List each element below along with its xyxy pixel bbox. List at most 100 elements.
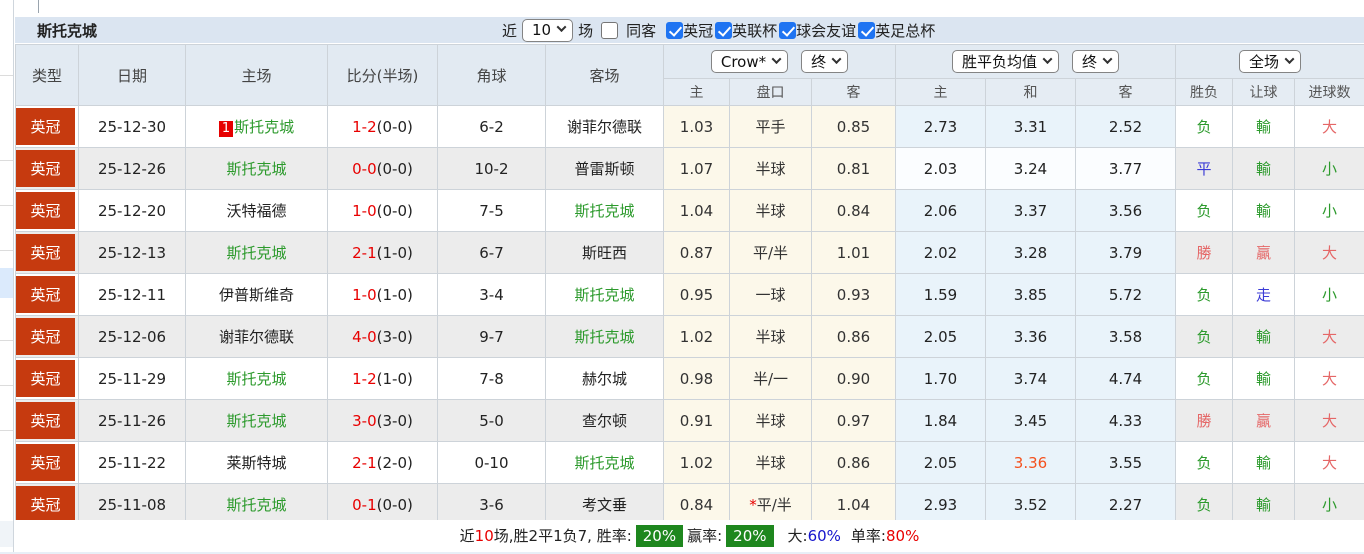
cell-handicap: 平/半 [729,231,812,274]
cell-score: 1-2(0-0) [327,105,438,148]
cell-avg-draw-odds: 3.24 [985,147,1076,190]
fulltime-score: 2-1 [352,453,377,472]
cell-date: 25-12-06 [78,315,186,358]
cell-type: 英冠 [15,273,79,316]
cell-crow-away-odds: 0.86 [811,441,896,484]
home-team-name: 斯托克城 [226,160,287,178]
handicap-text: 半球 [755,160,786,178]
away-team-name: 斯旺西 [581,244,627,262]
halftime-score: (3-0) [376,411,413,430]
cell-avg-home-odds: 2.73 [895,105,986,148]
cell-avg-home-odds: 2.06 [895,189,986,232]
league-checkbox-0[interactable] [666,21,684,39]
cell-avg-away-odds: 2.52 [1074,105,1177,148]
footer-big-label: 大: [787,527,808,545]
cell-handicap: 半球 [729,399,812,442]
league-chip: 英冠 [16,360,75,397]
league-checkbox-3[interactable] [858,21,876,39]
away-team-name: 斯托克城 [574,202,635,220]
cell-avg-away-odds: 5.72 [1074,273,1177,316]
cell-home: 斯托克城 [185,399,328,442]
table-row[interactable]: 英冠 25-12-13 斯托克城 2-1(1-0) 6-7 斯旺西 0.87 平… [15,231,1364,274]
table-row[interactable]: 英冠 25-12-26 斯托克城 0-0(0-0) 10-2 普雷斯顿 1.07… [15,147,1364,190]
league-label-0: 英冠 [683,21,714,40]
avg-select-group: 胜平负均值 终 [894,44,1177,79]
summary-footer: 近 10 场,胜2平1负7, 胜率: 20% 赢率: 20% 大: 60% 单率: 80% [15,520,1364,551]
avg-period-select[interactable]: 终 [1072,50,1120,73]
cell-home: 斯托克城 [185,357,328,400]
cell-goals: 大 [1294,399,1364,442]
cell-date: 25-12-30 [78,105,186,148]
home-team-name: 沃特福德 [226,202,287,220]
table-subheader-row: 主 盘口 客 主 和 客 胜负 让球 进球数 [16,78,1364,106]
cell-avg-draw-odds: 3.85 [985,273,1076,316]
cell-corner: 0-10 [437,441,546,484]
cell-score: 2-1(2-0) [327,441,438,484]
cell-crow-away-odds: 0.84 [811,189,896,232]
cell-type: 英冠 [15,105,79,148]
table-header-selects-row: 类型 日期 主场 比分(半场) 角球 客场 Crow* 终 胜平负均值 终 [15,44,1364,106]
away-team-name: 斯托克城 [574,328,635,346]
home-team-name: 莱斯特城 [226,454,287,472]
cell-goals: 大 [1294,231,1364,274]
recent-count-select[interactable]: 10 [522,18,574,42]
cell-home: 沃特福德 [185,189,328,232]
cell-crow-home-odds: 1.07 [663,147,730,190]
table-row[interactable]: 英冠 25-12-11 伊普斯维奇 1-0(1-0) 3-4 斯托克城 0.95… [15,273,1364,316]
sub-header-crow-home: 主 [663,78,730,106]
table-row[interactable]: 英冠 25-11-22 莱斯特城 2-1(2-0) 0-10 斯托克城 1.02… [15,441,1364,484]
table-row[interactable]: 英冠 25-12-06 谢菲尔德联 4-0(3-0) 9-7 斯托克城 1.02… [15,315,1364,358]
table-row[interactable]: 英冠 25-12-30 1 斯托克城 1-2(0-0) 6-2 谢菲尔德联 1.0… [15,105,1364,148]
odds-period-select[interactable]: 终 [801,50,849,73]
cell-away: 斯旺西 [545,231,664,274]
league-checkbox-1[interactable] [715,21,733,39]
chevron-down-icon [771,53,782,64]
table-row[interactable]: 英冠 25-11-08 斯托克城 0-1(0-0) 3-6 考文垂 0.84 *… [15,483,1364,526]
home-team-name: 斯托克城 [226,412,287,430]
league-label-3: 英足总杯 [875,21,936,40]
sub-header-handicap-result: 让球 [1232,78,1296,106]
cell-type: 英冠 [15,315,79,358]
cell-score: 1-0(0-0) [327,189,438,232]
cell-date: 25-12-26 [78,147,186,190]
league-chip: 英冠 [16,318,75,355]
halftime-score: (2-0) [376,453,413,472]
sub-header-crow-away: 客 [811,78,896,106]
table-row[interactable]: 英冠 25-11-29 斯托克城 1-2(1-0) 7-8 赫尔城 0.98 半… [15,357,1364,400]
odds-select-group: Crow* 终 [663,44,896,79]
cell-avg-home-odds: 2.93 [895,483,986,526]
footer-count: 10 [474,526,494,545]
col-header-score: 比分(半场) [327,44,438,106]
cell-crow-away-odds: 0.81 [811,147,896,190]
cell-handicap-result: 輸 [1232,189,1296,232]
cell-score: 1-2(1-0) [327,357,438,400]
cell-avg-home-odds: 2.05 [895,315,986,358]
cell-corner: 6-7 [437,231,546,274]
cell-corner: 10-2 [437,147,546,190]
odds-source-select[interactable]: Crow* [710,50,789,73]
table-row[interactable]: 英冠 25-11-26 斯托克城 3-0(3-0) 5-0 查尔顿 0.91 半… [15,399,1364,442]
table-row[interactable]: 英冠 25-12-20 沃特福德 1-0(0-0) 7-5 斯托克城 1.04 … [15,189,1364,232]
cell-type: 英冠 [15,441,79,484]
away-team-name: 查尔顿 [581,412,627,430]
halftime-score: (0-0) [376,495,413,514]
cell-avg-home-odds: 1.70 [895,357,986,400]
cell-result: 负 [1175,357,1234,400]
cell-crow-home-odds: 1.04 [663,189,730,232]
cell-goals: 大 [1294,315,1364,358]
scope-select[interactable]: 全场 [1239,50,1302,73]
same-away-checkbox[interactable] [601,21,619,39]
league-chip: 英冠 [16,444,75,481]
chevron-down-icon [1284,53,1295,64]
avg-source-select[interactable]: 胜平负均值 [952,50,1060,73]
cell-handicap-result: 輸 [1232,315,1296,358]
league-checkbox-2[interactable] [779,21,797,39]
footer-odds-win-label: 赢率: [687,527,723,545]
handicap-text: 平/半 [752,244,789,262]
cell-crow-home-odds: 1.03 [663,105,730,148]
bottom-divider [0,552,1364,554]
games-label: 场 [578,21,594,40]
cell-crow-away-odds: 0.90 [811,357,896,400]
cell-type: 英冠 [15,231,79,274]
